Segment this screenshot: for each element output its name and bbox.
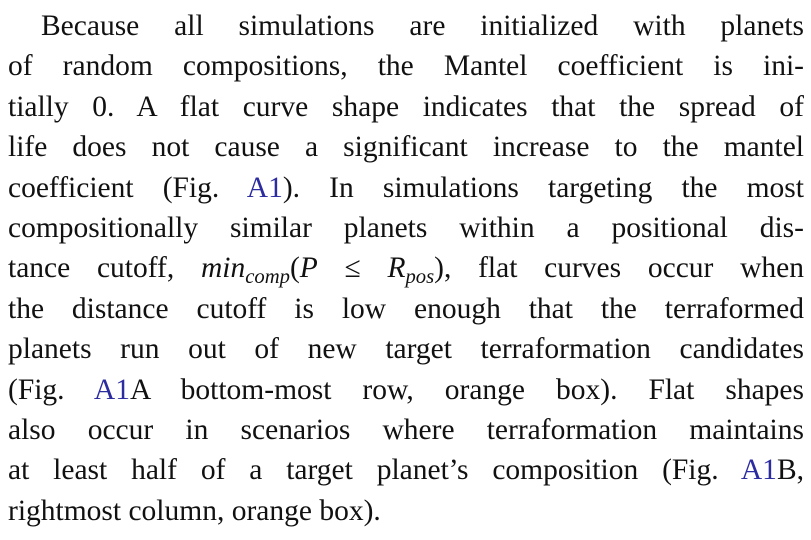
text-run: compositionally similar planets within a… [8, 211, 804, 244]
text-run: also occur in scenarios where terraforma… [8, 413, 804, 446]
figure-reference-link[interactable]: A1 [740, 454, 777, 487]
text-line: tance cutoff, mincomp(P ≤ Rpos), flat cu… [8, 248, 804, 288]
math-subscript: comp [245, 266, 290, 289]
text-line: planets run out of new target terraforma… [8, 329, 804, 369]
text-run: ), flat curves occur when [434, 252, 804, 285]
text-run: tance cutoff, [8, 252, 201, 285]
text-run: rightmost column, orange box). [8, 494, 381, 527]
text-line: of random compositions, the Mantel coeff… [8, 46, 804, 86]
body-paragraph: Because all simulations are initialized … [8, 6, 804, 531]
text-line: the distance cutoff is low enough that t… [8, 289, 804, 329]
text-line: compositionally similar planets within a… [8, 208, 804, 248]
text-line: at least half of a target planet’s compo… [8, 450, 804, 490]
text-run: of random compositions, the Mantel coeff… [8, 50, 804, 83]
figure-reference-link[interactable]: A1 [246, 171, 283, 204]
text-line: life does not cause a significant increa… [8, 127, 804, 167]
math-symbol: min [200, 252, 246, 285]
text-run: Because all simulations are initialized … [41, 10, 804, 42]
text-run: at least half of a target planet’s compo… [8, 454, 741, 487]
text-run: coefficient (Fig. [8, 171, 247, 204]
text-line: tially 0. A flat curve shape indicates t… [8, 87, 804, 127]
text-run: A bottom-most row, orange box). Flat sha… [129, 373, 804, 406]
text-line: (Fig. A1A bottom-most row, orange box). … [8, 370, 804, 410]
text-line: also occur in scenarios where terraforma… [8, 410, 804, 450]
text-run: tially 0. A flat curve shape indicates t… [8, 90, 804, 123]
text-run: ≤ [317, 252, 388, 285]
figure-reference-link[interactable]: A1 [93, 373, 130, 406]
text-run: (Fig. [8, 373, 94, 406]
text-run: B, [776, 454, 804, 487]
text-line: coefficient (Fig. A1). In simulations ta… [8, 168, 804, 208]
text-run: ( [289, 252, 300, 285]
text-run: life does not cause a significant increa… [8, 131, 804, 164]
math-symbol: P [299, 252, 318, 285]
text-run: ). In simulations targeting the most [282, 171, 804, 204]
text-run: planets run out of new target terraforma… [8, 333, 804, 366]
math-subscript: pos [405, 266, 435, 289]
text-line: rightmost column, orange box). [8, 491, 804, 531]
math-symbol: R [387, 252, 406, 285]
text-line: Because all simulations are initialized … [8, 6, 804, 46]
text-run: the distance cutoff is low enough that t… [8, 292, 804, 325]
